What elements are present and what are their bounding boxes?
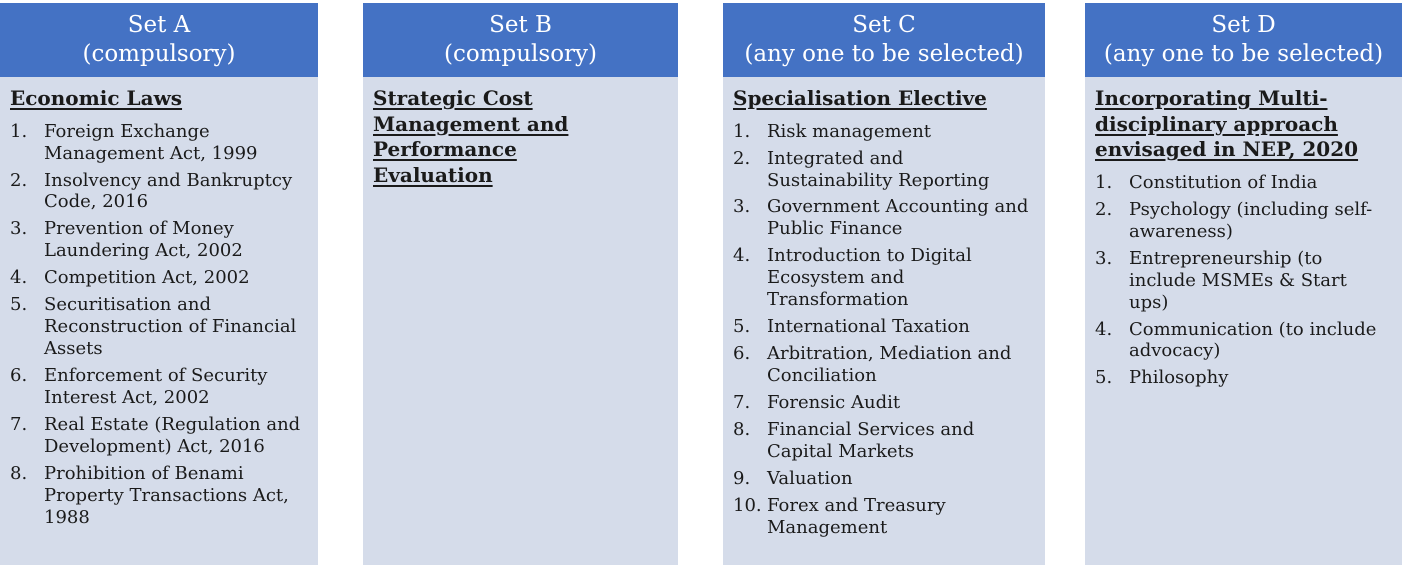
list-item-text: Communication (to include advocacy) — [1129, 318, 1377, 362]
list-item-text: Prohibition of Benami Property Transacti… — [44, 462, 289, 528]
list-item: 4. Introduction to Digital Ecosystem and … — [733, 245, 1035, 311]
list-item-number: 3. — [10, 218, 28, 240]
set-c-body: Specialisation Elective 1. Risk managemen… — [723, 77, 1045, 565]
list-item-text: Psychology (including self-awareness) — [1129, 198, 1373, 242]
list-item-text: Risk management — [767, 120, 932, 142]
set-c-header: Set C (any one to be selected) — [723, 3, 1045, 77]
list-item-number: 3. — [733, 196, 751, 218]
list-item-number: 7. — [733, 392, 751, 414]
list-item: 2. Psychology (including self-awareness) — [1095, 199, 1392, 243]
list-item-text: Integrated and Sustainability Reporting — [767, 147, 990, 191]
list-item-number: 5. — [10, 294, 28, 316]
list-item: 7. Real Estate (Regulation and Developmen… — [10, 414, 308, 458]
list-item-number: 4. — [733, 245, 751, 267]
set-a-column: Set A (compulsory) Economic Laws 1. Forei… — [0, 3, 318, 565]
list-item-number: 4. — [10, 267, 28, 289]
set-a-subject-list: 1. Foreign Exchange Management Act, 1999 2… — [10, 121, 308, 529]
list-item-text: Entrepreneurship (to include MSMEs & Sta… — [1129, 247, 1347, 313]
list-item-text: International Taxation — [767, 316, 970, 338]
list-item-number: 6. — [10, 365, 28, 387]
list-item-number: 1. — [1095, 171, 1113, 193]
list-item-text: Introduction to Digital Ecosystem and Tr… — [767, 245, 972, 311]
list-item-text: Prevention of Money Laundering Act, 2002 — [44, 218, 243, 262]
list-item-number: 8. — [733, 419, 751, 441]
list-item-text: Enforcement of Security Interest Act, 20… — [44, 365, 268, 409]
list-item-text: Insolvency and Bankruptcy Code, 2016 — [44, 169, 293, 213]
list-item: 8. Financial Services and Capital Markets — [733, 419, 1035, 463]
list-item: 9. Valuation — [733, 468, 1035, 490]
set-c-subject-list: 1. Risk management 2. Integrated and Sustai… — [733, 121, 1035, 539]
set-a-header: Set A (compulsory) — [0, 3, 318, 77]
set-d-subject-heading: Incorporating Multi-disciplinary approac… — [1095, 86, 1359, 162]
set-b-subject-heading: Strategic Cost Management and Performanc… — [373, 86, 569, 187]
list-item-number: 1. — [733, 120, 751, 142]
list-item-number: 2. — [10, 169, 28, 191]
list-item: 6. Enforcement of Security Interest Act, … — [10, 365, 308, 409]
set-d-title: Set D — [1211, 12, 1276, 39]
list-item: 5. International Taxation — [733, 316, 1035, 338]
list-item: 6. Arbitration, Mediation and Conciliatio… — [733, 343, 1035, 387]
list-item-text: Philosophy — [1129, 367, 1229, 389]
list-item: 1. Constitution of India — [1095, 172, 1392, 194]
list-item-number: 6. — [733, 343, 751, 365]
set-d-column: Set D (any one to be selected) Incorpora… — [1085, 3, 1402, 565]
list-item-number: 2. — [1095, 198, 1113, 220]
list-item-number: 2. — [733, 147, 751, 169]
list-item: 2. Insolvency and Bankruptcy Code, 2016 — [10, 170, 308, 214]
set-c-subtitle: (any one to be selected) — [744, 41, 1024, 67]
list-item: 5. Philosophy — [1095, 367, 1392, 389]
list-item: 3. Entrepreneurship (to include MSMEs & S… — [1095, 248, 1392, 314]
set-d-subject-list: 1. Constitution of India 2. Psychology (inc… — [1095, 172, 1392, 390]
list-item-text: Securitisation and Reconstruction of Fin… — [44, 294, 297, 360]
set-b-title: Set B — [489, 12, 552, 39]
list-item: 8. Prohibition of Benami Property Transac… — [10, 463, 308, 529]
list-item-number: 4. — [1095, 318, 1113, 340]
list-item-number: 5. — [1095, 367, 1113, 389]
list-item: 2. Integrated and Sustainability Reportin… — [733, 148, 1035, 192]
set-b-column: Set B (compulsory) Strategic Cost Manage… — [363, 3, 678, 565]
set-c-title: Set C — [852, 12, 916, 39]
list-item-text: Real Estate (Regulation and Development)… — [44, 414, 301, 457]
list-item: 4. Communication (to include advocacy) — [1095, 319, 1392, 363]
list-item-number: 10. — [733, 494, 762, 516]
set-b-subtitle: (compulsory) — [443, 41, 597, 67]
list-item-text: Foreign Exchange Management Act, 1999 — [44, 120, 258, 164]
list-item-text: Government Accounting and Public Finance — [767, 196, 1029, 240]
list-item: 1. Foreign Exchange Management Act, 1999 — [10, 121, 308, 165]
list-item-number: 8. — [10, 462, 28, 484]
set-d-header: Set D (any one to be selected) — [1085, 3, 1402, 77]
list-item-text: Constitution of India — [1129, 171, 1318, 193]
list-item-number: 3. — [1095, 247, 1113, 269]
set-c-subject-heading: Specialisation Elective — [733, 86, 987, 110]
set-d-subtitle: (any one to be selected) — [1103, 41, 1384, 67]
list-item-text: Forex and Treasury Management — [767, 494, 946, 538]
set-c-column: Set C (any one to be selected) Specialis… — [723, 3, 1045, 565]
list-item-text: Competition Act, 2002 — [44, 267, 250, 289]
list-item: 10. Forex and Treasury Management — [733, 495, 1035, 539]
list-item-text: Arbitration, Mediation and Conciliation — [767, 343, 1012, 387]
set-a-subject-heading: Economic Laws — [10, 86, 183, 110]
set-b-body: Strategic Cost Management and Performanc… — [363, 77, 678, 565]
list-item: 3. Government Accounting and Public Finan… — [733, 196, 1035, 240]
list-item: 3. Prevention of Money Laundering Act, 20… — [10, 218, 308, 262]
list-item-text: Financial Services and Capital Markets — [767, 419, 975, 462]
list-item: 7. Forensic Audit — [733, 392, 1035, 414]
list-item-number: 1. — [10, 120, 28, 142]
list-item-number: 9. — [733, 467, 751, 489]
list-item: 5. Securitisation and Reconstruction of F… — [10, 294, 308, 360]
list-item-number: 5. — [733, 316, 751, 338]
list-item-text: Forensic Audit — [767, 392, 901, 414]
set-b-header: Set B (compulsory) — [363, 3, 678, 77]
list-item-number: 7. — [10, 414, 28, 436]
set-a-body: Economic Laws 1. Foreign Exchange Managem… — [0, 77, 318, 565]
list-item-text: Valuation — [767, 467, 853, 489]
list-item: 1. Risk management — [733, 121, 1035, 143]
set-a-title: Set A — [127, 12, 191, 39]
set-a-subtitle: (compulsory) — [82, 41, 236, 67]
set-d-body: Incorporating Multi-disciplinary approac… — [1085, 77, 1402, 565]
list-item: 4. Competition Act, 2002 — [10, 267, 308, 289]
